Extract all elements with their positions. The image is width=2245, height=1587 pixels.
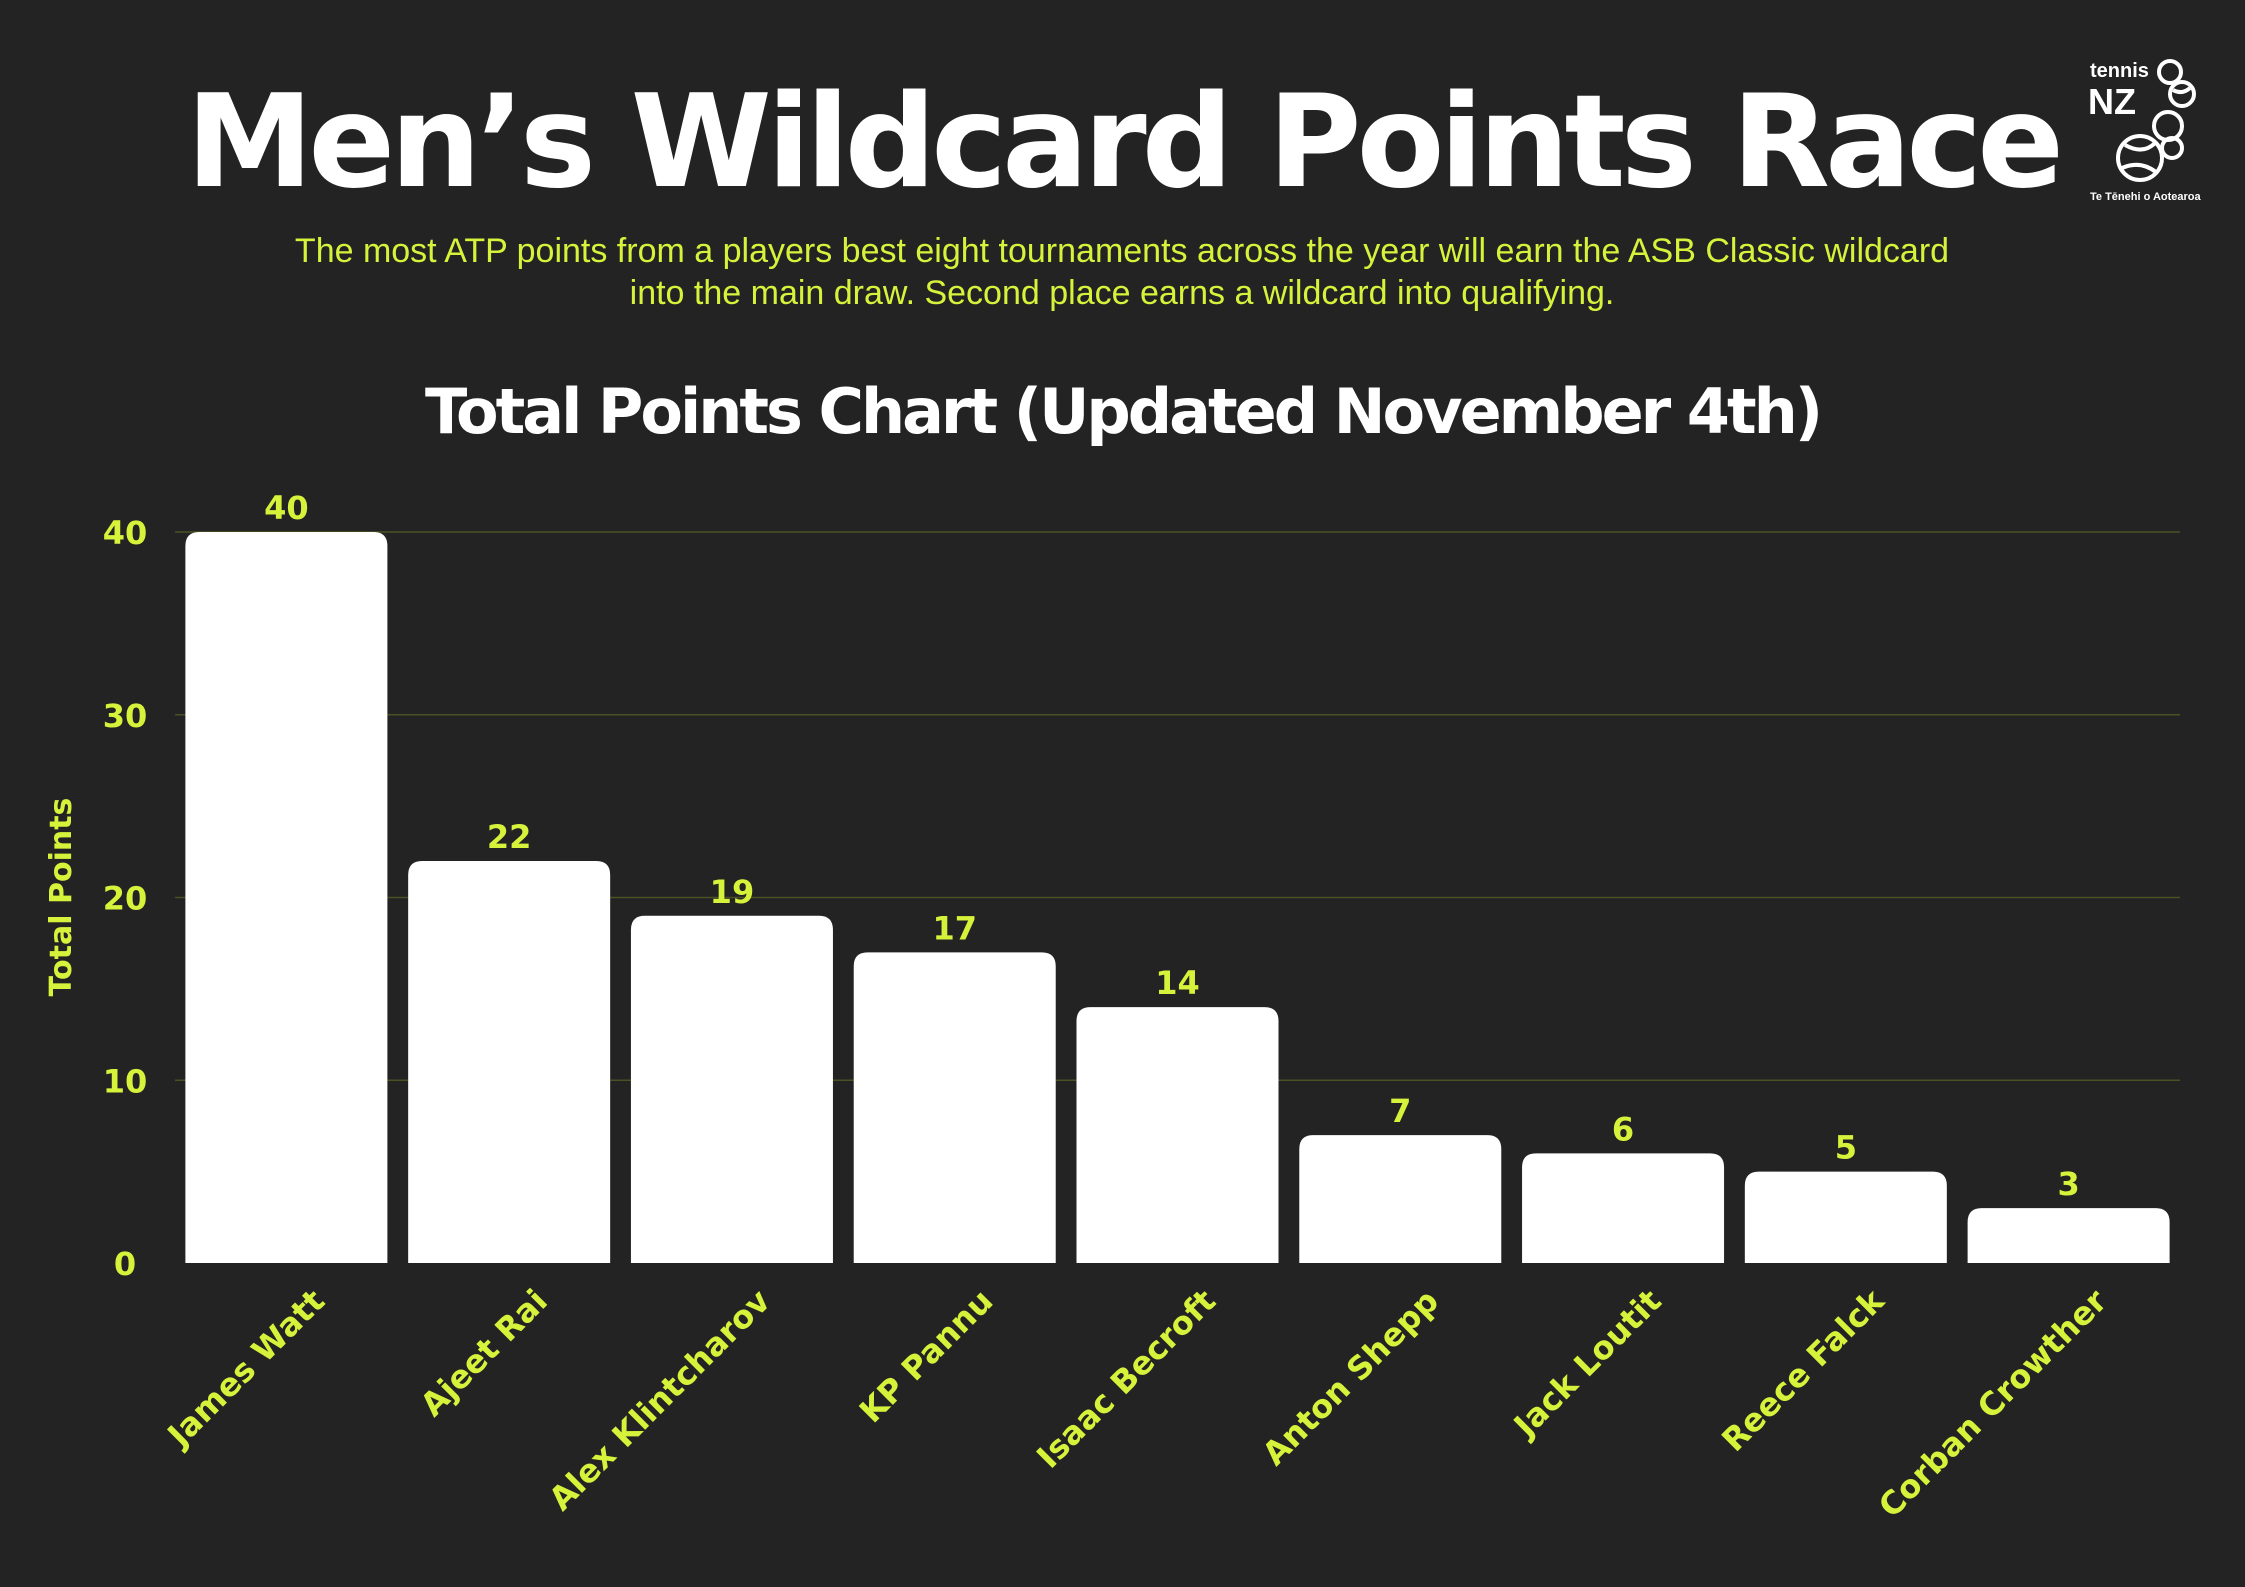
bar-value-label: 40: [264, 489, 309, 527]
bar-kp-pannu: [853, 952, 1056, 1263]
page-subtitle: The most ATP points from a players best …: [294, 232, 1950, 312]
x-tick-label: Ajeet Rai: [413, 1282, 555, 1424]
bar-ajeet-rai: [408, 860, 611, 1263]
x-tick-label: Corban Crowther: [1871, 1282, 2114, 1525]
logo-text-nz: NZ: [2088, 81, 2136, 122]
bar-value-label: 3: [2057, 1165, 2079, 1203]
y-axis-label: Total Points: [44, 798, 79, 997]
x-tick-label: KP Pannu: [852, 1282, 1000, 1430]
bar-value-label: 14: [1155, 964, 1200, 1002]
y-tick-label: 20: [103, 880, 148, 918]
bar-value-label: 17: [932, 909, 977, 947]
bar-value-label: 19: [710, 873, 755, 911]
bar-value-labels: 40 22 19 17 14 7 6 5 3: [264, 489, 2080, 1203]
x-tick-label: Isaac Becroft: [1029, 1282, 1223, 1476]
x-tick-label: James Watt: [159, 1282, 332, 1455]
bar-james-watt: [185, 532, 388, 1263]
logo-text-tennis: tennis: [2090, 60, 2149, 82]
y-tick-label: 10: [103, 1062, 148, 1100]
bar-value-label: 5: [1835, 1129, 1857, 1167]
y-tick-label: 30: [103, 697, 148, 735]
tennis-nz-logo: tennis NZ Te Tēnehi o Aotearoa: [2088, 59, 2202, 203]
page-title: Men’s Wildcard Points Race: [185, 68, 2064, 217]
bar-corban-crowther: [1967, 1208, 2170, 1263]
logo-tagline: Te Tēnehi o Aotearoa: [2090, 191, 2202, 203]
x-tick-label: Jack Loutit: [1505, 1282, 1669, 1446]
bars: [185, 532, 2170, 1263]
bar-value-label: 7: [1389, 1092, 1411, 1130]
x-tick-label: Reece Falck: [1714, 1281, 1892, 1459]
bar-value-label: 6: [1612, 1110, 1634, 1148]
bar-alex-klintcharov: [630, 915, 833, 1263]
bar-reece-falck: [1744, 1171, 1947, 1263]
bar-anton-shepp: [1299, 1135, 1502, 1263]
bar-jack-loutit: [1522, 1153, 1725, 1263]
y-axis-ticks: 0 10 20 30 40: [103, 514, 148, 1283]
y-tick-label: 40: [103, 514, 148, 552]
bar-value-label: 22: [487, 818, 532, 856]
x-tick-label: Anton Shepp: [1255, 1282, 1446, 1473]
tennis-balls-icon: [2116, 59, 2196, 182]
y-tick-label: 0: [114, 1245, 136, 1283]
bar-isaac-becroft: [1076, 1007, 1279, 1263]
chart-title: Total Points Chart (Updated November 4th…: [424, 375, 1823, 448]
x-tick-label: Alex Klintcharov: [541, 1282, 777, 1518]
